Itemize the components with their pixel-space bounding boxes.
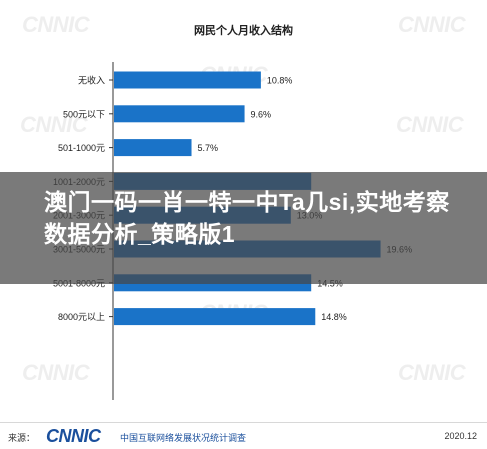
- chart-footer: 来源： CNNIC 中国互联网络发展状况统计调查 2020.12: [0, 422, 487, 449]
- category-label: 8000元以上: [58, 312, 105, 322]
- watermark: CNNIC: [22, 360, 90, 385]
- watermark: CNNIC: [398, 360, 466, 385]
- value-label: 10.8%: [267, 76, 293, 86]
- bar: [114, 71, 261, 89]
- bar: [114, 308, 316, 326]
- category-label: 500元以下: [63, 109, 105, 119]
- watermark: CNNIC: [22, 12, 90, 37]
- watermark: CNNIC: [398, 12, 466, 37]
- value-label: 9.6%: [251, 109, 272, 119]
- source-label: 来源：: [8, 433, 36, 443]
- watermark: CNNIC: [20, 112, 88, 137]
- category-label: 501-1000元: [58, 143, 105, 153]
- bar: [114, 105, 245, 123]
- bar: [114, 139, 192, 157]
- watermark: CNNIC: [396, 112, 464, 137]
- value-label: 5.7%: [198, 143, 219, 153]
- source-date: 2020.12: [444, 431, 477, 441]
- category-label: 无收入: [78, 75, 105, 86]
- cnnic-logo: CNNIC: [46, 426, 101, 446]
- overlay-headline: 澳门一码一肖一特一中Ta几si,实地考察数据分析_策略版1: [44, 189, 450, 247]
- value-label: 14.8%: [321, 312, 347, 322]
- chart-title: 网民个人月收入结构: [194, 25, 293, 37]
- text-overlay-banner: 澳门一码一肖一特一中Ta几si,实地考察数据分析_策略版1: [0, 172, 487, 284]
- source-organization: 中国互联网络发展状况统计调查: [120, 433, 247, 443]
